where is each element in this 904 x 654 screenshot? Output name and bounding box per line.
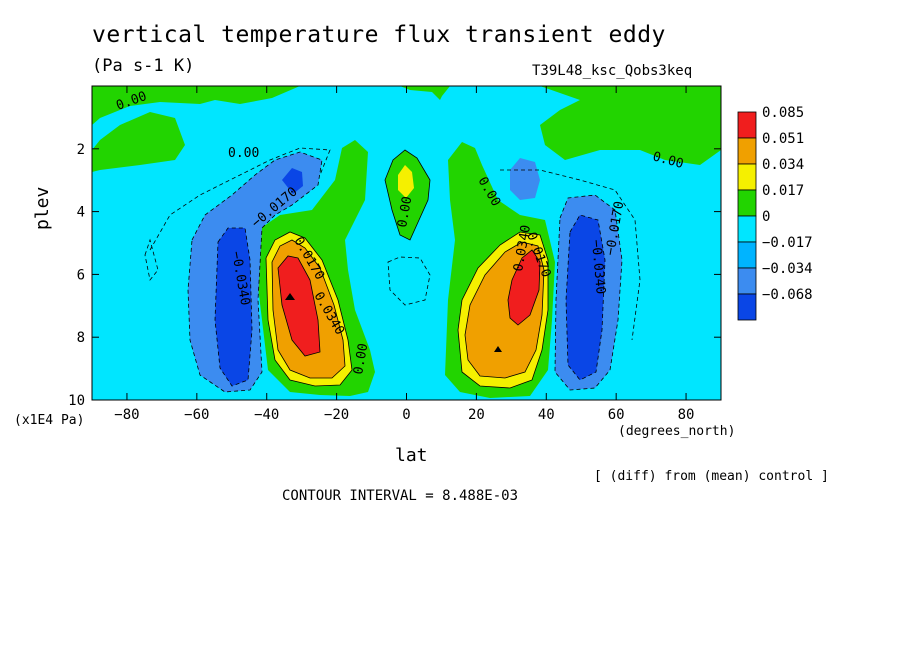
- contour-fill-green-top-mid: [400, 86, 450, 100]
- colorbar-swatch: [737, 189, 757, 217]
- y-tick-label: 2: [77, 142, 85, 158]
- contour-label: 0.00: [228, 146, 259, 161]
- y-tick-label: 4: [77, 205, 85, 221]
- x-tick-label: −80: [114, 407, 139, 423]
- contour-fill-darkblue-sh: [215, 228, 252, 386]
- contour-label: 0.00: [395, 195, 415, 228]
- x-tick-label: 0: [402, 407, 410, 423]
- run-id: T39L48_ksc_Qobs3keq: [532, 63, 693, 79]
- y-tick-label: 10: [68, 393, 85, 409]
- colorbar-label: 0.085: [762, 105, 804, 121]
- x-tick-label: −20: [324, 407, 349, 423]
- colorbar-label: 0.034: [762, 157, 804, 173]
- contour-fill-darkblue-sh-upper: [282, 168, 303, 194]
- x-axis-ticks: −80 −60 −40 −20 0 20 40 60 80: [114, 86, 694, 423]
- x-axis-label: lat: [395, 445, 428, 466]
- contour-fill-yellow-equator: [398, 165, 414, 198]
- colorbar-swatch: [737, 215, 757, 243]
- colorbar-label: 0.017: [762, 183, 804, 199]
- contour-label: −0.0340: [588, 239, 608, 295]
- contour-fill-green-top-left: [92, 86, 300, 125]
- colorbar-swatch: [737, 137, 757, 165]
- x-tick-label: 60: [608, 407, 625, 423]
- colorbar-label: 0.051: [762, 131, 804, 147]
- contour-fill-blue-nh-upper: [510, 158, 540, 200]
- contour-label: 0.00: [351, 342, 371, 375]
- colorbar-swatch: [737, 293, 757, 321]
- contour-fill-green-right: [540, 86, 721, 165]
- colorbar-swatch: [737, 241, 757, 269]
- y-tick-label: 8: [77, 330, 85, 346]
- y-axis-unit: (x1E4 Pa): [14, 413, 85, 428]
- x-tick-label: −40: [254, 407, 279, 423]
- y-tick-label: 6: [77, 267, 85, 283]
- chart-units: (Pa s-1 K): [92, 56, 195, 76]
- contour-fill-darkblue-nh: [566, 215, 605, 380]
- x-tick-label: −60: [184, 407, 209, 423]
- colorbar-swatch: [737, 111, 757, 139]
- colorbar-label: −0.068: [762, 287, 813, 303]
- x-tick-label: 80: [678, 407, 695, 423]
- colorbar-swatch: [737, 163, 757, 191]
- diff-note: [ (diff) from (mean) control ]: [594, 469, 829, 484]
- colorbar-label: −0.017: [762, 235, 813, 251]
- contour-fill-red-sh: [278, 256, 320, 356]
- contour-fill-red-nh: [508, 250, 540, 325]
- colorbar-label: −0.034: [762, 261, 813, 277]
- y-axis-ticks: 2 4 6 8 10: [68, 142, 721, 409]
- x-tick-label: 40: [538, 407, 555, 423]
- colorbar: 0.085 0.051 0.034 0.017 0 −0.017 −0.034 −0.068: [737, 105, 813, 321]
- contour-fill-green-left: [92, 112, 185, 172]
- x-axis-unit: (degrees_north): [618, 424, 736, 439]
- x-tick-label: 20: [468, 407, 485, 423]
- contour-interval: CONTOUR INTERVAL = 8.488E-03: [282, 488, 519, 504]
- colorbar-label: 0: [762, 209, 770, 225]
- chart-title: vertical temperature flux transient eddy: [92, 22, 666, 48]
- filled-contours: [92, 86, 721, 400]
- colorbar-swatch: [737, 267, 757, 295]
